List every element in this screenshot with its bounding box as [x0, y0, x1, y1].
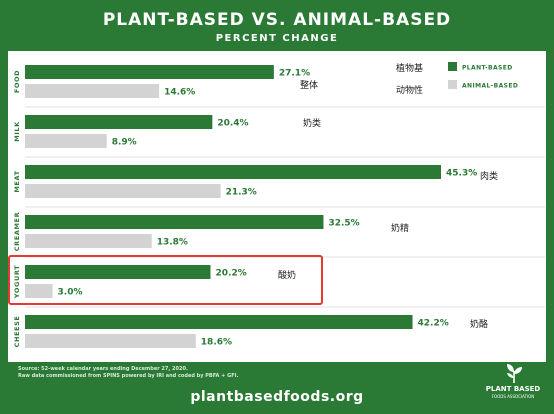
sprout-icon — [507, 364, 522, 383]
bar-plant-cheese — [25, 315, 413, 329]
value-label-plant-cheese: 42.2% — [418, 319, 449, 329]
category-annotation-food: 整体 — [300, 79, 318, 91]
bar-animal-food — [25, 84, 160, 98]
chart-subtitle: PERCENT CHANGE — [215, 33, 339, 44]
category-annotation-yogurt: 酸奶 — [278, 269, 296, 281]
value-label-animal-cheese: 18.6% — [201, 338, 232, 348]
value-label-animal-food: 14.6% — [164, 88, 195, 98]
bar-plant-yogurt — [25, 265, 211, 279]
legend-swatch-animal — [448, 80, 457, 89]
source-line-1: Source: 52-week calendar years ending De… — [18, 366, 188, 372]
legend-annotation-plant: 植物基 — [396, 62, 423, 74]
bar-plant-creamer — [25, 215, 324, 229]
value-label-animal-creamer: 13.8% — [157, 238, 188, 248]
category-annotation-milk: 奶类 — [303, 117, 321, 129]
source-note: Source: 52-week calendar years ending De… — [18, 366, 238, 380]
logo-text-secondary: FOODS ASSOCIATION — [491, 394, 535, 399]
value-label-plant-food: 27.1% — [279, 69, 310, 79]
bar-animal-cheese — [25, 334, 196, 348]
value-label-plant-meat: 45.3% — [446, 169, 477, 179]
legend-label-animal: ANIMAL-BASED — [462, 83, 518, 90]
legend-annotation-animal: 动物性 — [396, 84, 423, 96]
bar-plant-meat — [25, 165, 441, 179]
website-url: plantbasedfoods.org — [190, 389, 364, 405]
bar-plant-milk — [25, 115, 213, 129]
logo-text-primary: PLANT BASED — [485, 385, 541, 393]
bar-animal-meat — [25, 184, 221, 198]
value-label-animal-milk: 8.9% — [112, 138, 137, 148]
category-label-food: FOOD — [13, 70, 21, 93]
chart-panel: FOOD 27.1% 14.6% MILK 20.4% 8.9% MEAT 45.3% 21.3… — [8, 51, 546, 362]
source-line-2: Raw data commissioned from SPINS powered… — [18, 373, 239, 379]
bar-plant-food — [25, 65, 274, 79]
bar-animal-creamer — [25, 234, 152, 248]
category-label-creamer: CREAMER — [13, 212, 21, 251]
value-label-plant-milk: 20.4% — [217, 119, 248, 129]
category-annotation-meat: 肉类 — [480, 170, 498, 182]
value-label-plant-creamer: 32.5% — [328, 219, 359, 229]
legend-swatch-plant — [448, 62, 457, 71]
value-label-animal-yogurt: 3.0% — [58, 288, 83, 298]
category-label-meat: MEAT — [13, 170, 21, 192]
chart-title: PLANT-BASED VS. ANIMAL-BASED — [102, 10, 452, 30]
highlight-box-yogurt — [8, 255, 323, 305]
category-label-milk: MILK — [13, 121, 21, 142]
bar-chart: FOOD 27.1% 14.6% MILK 20.4% 8.9% MEAT 45.3% 21.3… — [8, 62, 545, 348]
value-label-animal-meat: 21.3% — [226, 188, 257, 198]
category-annotation-cheese: 奶酪 — [470, 318, 488, 330]
bar-animal-yogurt — [25, 284, 53, 298]
category-label-yogurt: YOGURT — [13, 265, 21, 299]
category-annotation-creamer: 奶精 — [391, 222, 409, 234]
pbfa-logo: PLANT BASED FOODS ASSOCIATION — [484, 362, 542, 410]
legend-label-plant: PLANT-BASED — [462, 65, 513, 72]
category-label-cheese: CHEESE — [13, 316, 21, 348]
bar-animal-milk — [25, 134, 107, 148]
value-label-plant-yogurt: 20.2% — [216, 269, 247, 279]
